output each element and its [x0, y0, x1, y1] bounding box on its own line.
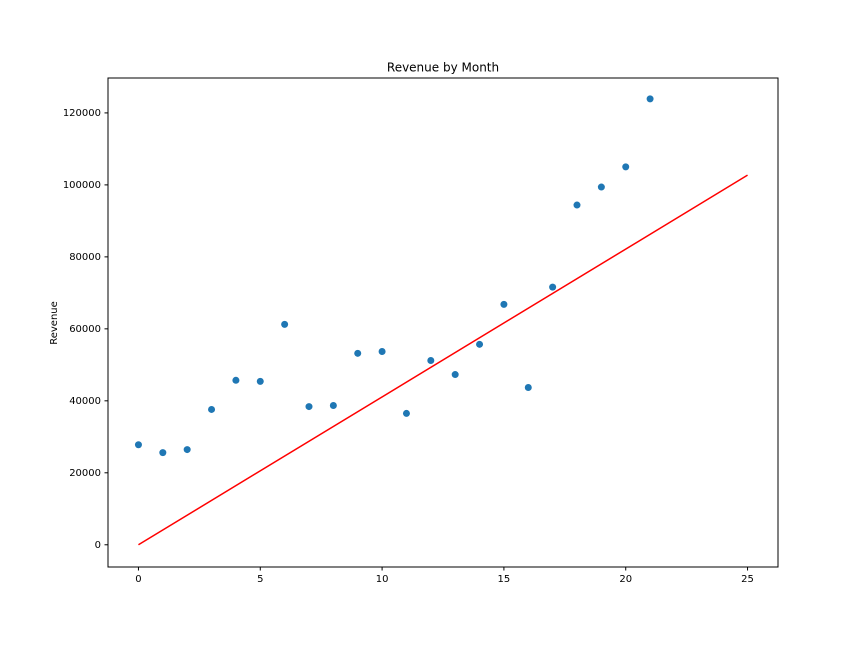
y-tick-label: 60000 — [69, 324, 101, 335]
point — [549, 283, 557, 291]
point — [402, 409, 410, 417]
point — [329, 401, 337, 409]
x-tick-label: 20 — [619, 574, 632, 585]
point — [208, 405, 216, 413]
point — [597, 183, 605, 191]
y-tick-label: 100000 — [63, 180, 101, 191]
point — [524, 384, 532, 392]
point — [281, 320, 289, 328]
point — [427, 357, 435, 365]
point — [256, 377, 264, 385]
x-tick-label: 0 — [135, 574, 141, 585]
point — [134, 441, 142, 449]
plot-frame — [107, 77, 779, 568]
x-tick-label: 25 — [741, 574, 754, 585]
x-tick-label: 15 — [498, 574, 511, 585]
point — [622, 163, 630, 171]
point — [183, 446, 191, 454]
point — [378, 348, 386, 356]
y-tick-label: 20000 — [69, 468, 101, 479]
y-tick-label: 80000 — [69, 252, 101, 263]
line — [138, 174, 748, 546]
y-tick-label: 40000 — [69, 396, 101, 407]
point — [646, 95, 654, 103]
x-tick-label: 5 — [257, 574, 263, 585]
y-tick-label: 120000 — [63, 108, 101, 119]
x-tick-label: 10 — [376, 574, 389, 585]
point — [500, 300, 508, 308]
point — [451, 371, 459, 379]
point — [159, 449, 167, 457]
y-axis-label: Revenue — [49, 301, 60, 345]
point — [573, 201, 581, 209]
y-tick-label: 0 — [95, 540, 101, 551]
point — [476, 340, 484, 348]
point — [232, 376, 240, 384]
chart-title: Revenue by Month — [387, 61, 499, 75]
point — [305, 403, 313, 411]
point — [354, 349, 362, 357]
